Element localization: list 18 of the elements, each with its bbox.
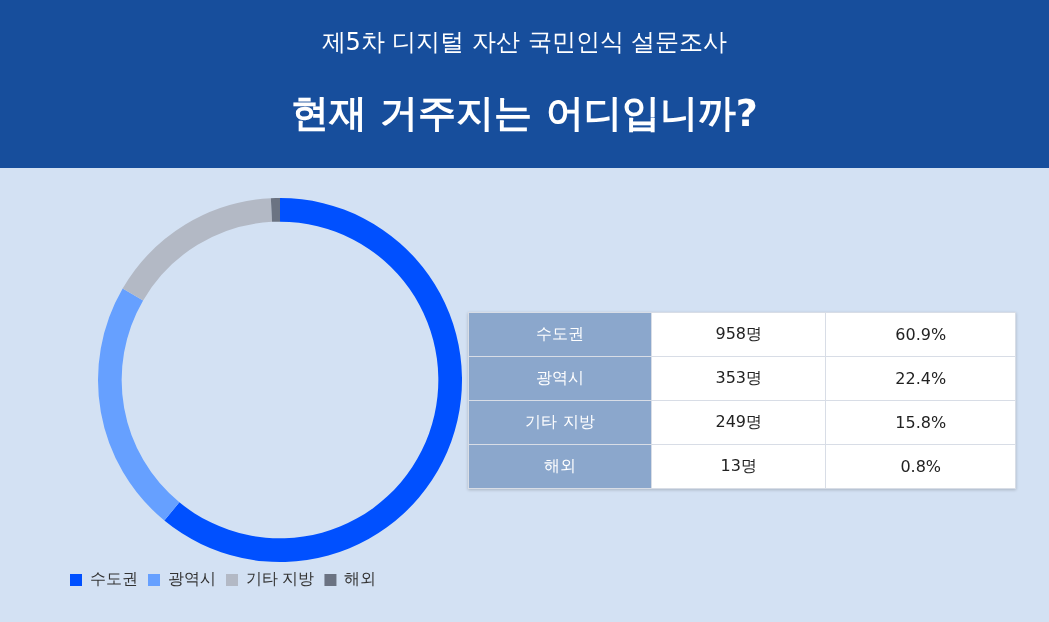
text: 353명 (651, 356, 826, 401)
chart-title: 현재 거주지는 어디입니까? (290, 90, 759, 137)
text: 광역시 (468, 356, 652, 401)
legend-label: 광역시 (168, 570, 216, 588)
legend-label: 기타 지방 (246, 570, 315, 588)
text: 15.8% (825, 400, 1016, 445)
text: 60.9% (825, 312, 1016, 357)
text: 수도권 (468, 312, 652, 357)
text: 제5차 디지털 자산 국민인식 설문조사 (320, 27, 729, 58)
text: 22.4% (825, 356, 1016, 401)
text: 249명 (651, 400, 826, 445)
legend-label: 수도권 (90, 570, 138, 588)
text: 기타 지방 (468, 400, 652, 445)
text: 0.8% (825, 444, 1016, 489)
text: 13명 (651, 444, 826, 489)
legend-label: 해외 (344, 570, 377, 588)
text: 해외 (468, 444, 652, 489)
text: 958명 (651, 312, 826, 357)
